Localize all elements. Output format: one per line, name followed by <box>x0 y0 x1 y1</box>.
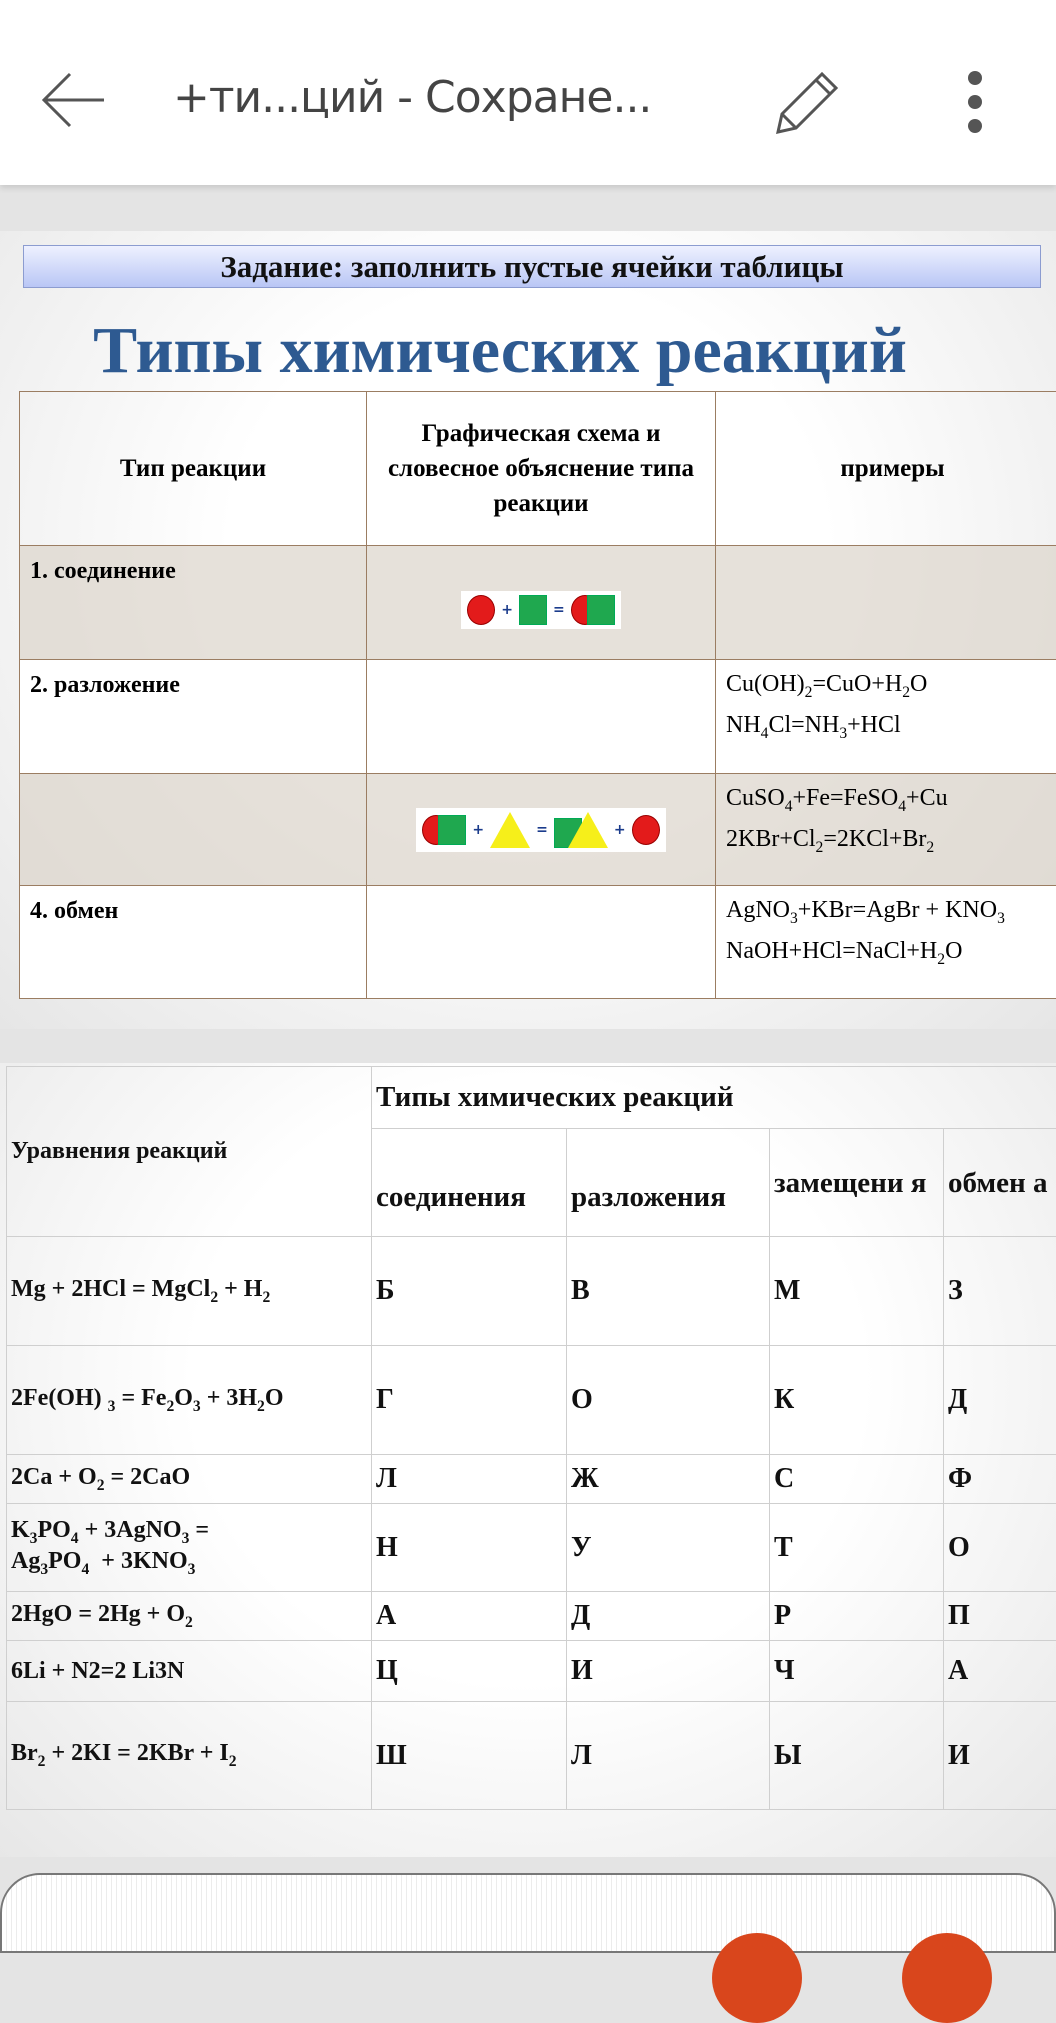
more-vertical-icon[interactable] <box>960 68 990 138</box>
header-equations: Уравнения реакций <box>7 1067 372 1237</box>
letter-cell: Ж <box>567 1455 770 1504</box>
reaction-type: 1. соединение <box>20 546 367 660</box>
letter-cell: Г <box>372 1346 567 1455</box>
equation-cell: 2Ca + O2 = 2CaO <box>7 1455 372 1504</box>
letter-cell: З <box>944 1237 1056 1346</box>
square-shape <box>519 595 547 625</box>
equals-sign: = <box>553 602 565 618</box>
scheme-cell <box>367 660 716 774</box>
col-header: замещени я <box>770 1129 944 1237</box>
col-header: разложения <box>567 1129 770 1237</box>
letter-cell: П <box>944 1592 1056 1641</box>
header-scheme: Графическая схема и словесное объяснение… <box>367 392 716 546</box>
equation-cell: 2Fe(OH) 3 = Fe2O3 + 3H2O <box>7 1346 372 1455</box>
letter-cell: А <box>944 1641 1056 1702</box>
back-arrow-icon[interactable] <box>38 70 108 130</box>
reaction-type <box>20 774 367 886</box>
letter-cell: Д <box>944 1346 1056 1455</box>
letter-cell: В <box>567 1237 770 1346</box>
pencil-icon[interactable] <box>774 68 842 136</box>
reaction-type: 4. обмен <box>20 886 367 999</box>
slide-title: Типы химических реакций <box>0 313 1000 389</box>
circle-shape <box>467 595 495 625</box>
letter-cell: Н <box>372 1504 567 1592</box>
table-row: 1. соединение + = <box>20 546 1056 660</box>
document-title: +ти...ций - Сохране... <box>173 72 651 123</box>
letter-cell: И <box>944 1702 1056 1810</box>
letter-cell: Ф <box>944 1455 1056 1504</box>
task-banner: Задание: заполнить пустые ячейки таблицы <box>23 245 1041 288</box>
col-header: обмен а <box>944 1129 1056 1237</box>
letter-cell: С <box>770 1455 944 1504</box>
letter-cell: Б <box>372 1237 567 1346</box>
letter-cell: М <box>770 1237 944 1346</box>
letter-cell: К <box>770 1346 944 1455</box>
letter-cell: Т <box>770 1504 944 1592</box>
letter-cell: Р <box>770 1592 944 1641</box>
letter-cell: А <box>372 1592 567 1641</box>
scheme-combination: + = <box>377 591 705 629</box>
equation-cell: 2HgO = 2Hg + O2 <box>7 1592 372 1641</box>
header-types: Типы химических реакций <box>372 1067 1056 1129</box>
slide-1: Задание: заполнить пустые ячейки таблицы… <box>0 231 1056 1029</box>
slide-2: Уравнения реакций Типы химических реакци… <box>0 1063 1056 1857</box>
equation-cell: K3PO4 + 3AgNO3 =Ag3PO4 + 3KNO3 <box>7 1504 372 1592</box>
reaction-type: 2. разложение <box>20 660 367 774</box>
scheme-substitution: += + <box>377 808 705 852</box>
action-button[interactable] <box>712 1933 802 2023</box>
letter-cell: У <box>567 1504 770 1592</box>
action-button[interactable] <box>902 1933 992 2023</box>
letter-cell: Ы <box>770 1702 944 1810</box>
letter-cell: Ц <box>372 1641 567 1702</box>
letter-cell: И <box>567 1641 770 1702</box>
app-toolbar: +ти...ций - Сохране... <box>0 0 1056 185</box>
equation-cell: Br2 + 2KI = 2KBr + I2 <box>7 1702 372 1810</box>
scheme-cell <box>367 886 716 999</box>
letter-cell: Л <box>372 1455 567 1504</box>
letter-cell: О <box>567 1346 770 1455</box>
letter-cell: О <box>944 1504 1056 1592</box>
triangle-shape <box>490 812 530 848</box>
equation-cell: Mg + 2HCl = MgCl2 + H2 <box>7 1237 372 1346</box>
header-type: Тип реакции <box>20 392 367 546</box>
letter-cell: Д <box>567 1592 770 1641</box>
col-header: соединения <box>372 1129 567 1237</box>
letter-cell: Ч <box>770 1641 944 1702</box>
letter-cell: Ш <box>372 1702 567 1810</box>
letter-cell: Л <box>567 1702 770 1810</box>
plus-sign: + <box>501 602 513 618</box>
bottom-panel <box>0 1873 1056 1953</box>
equations-table: Уравнения реакций Типы химических реакци… <box>6 1066 1056 1810</box>
header-examples: примеры <box>716 392 1056 546</box>
equation-cell: 6Li + N2=2 Li3N <box>7 1641 372 1702</box>
reaction-types-table: Тип реакции Графическая схема и словесно… <box>19 391 1056 999</box>
examples-cell <box>716 546 1056 660</box>
